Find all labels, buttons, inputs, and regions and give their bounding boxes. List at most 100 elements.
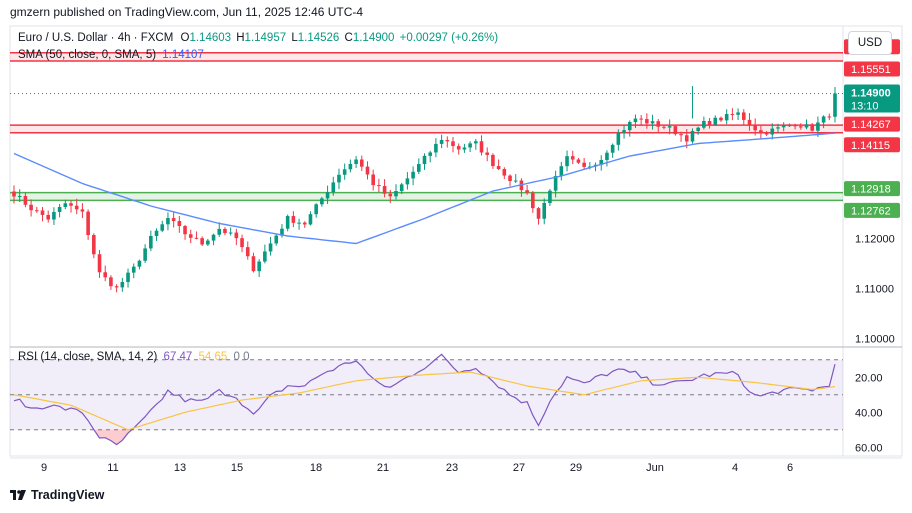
- candle: [713, 115, 718, 127]
- candle-body: [206, 240, 210, 245]
- candle: [827, 113, 832, 121]
- candle: [206, 238, 210, 247]
- candle-body: [559, 166, 564, 176]
- candle: [548, 188, 552, 206]
- candle: [263, 244, 267, 264]
- candle-body: [211, 234, 216, 241]
- candle: [833, 87, 837, 123]
- middle-zone-top-label-box: [844, 116, 900, 132]
- countdown-text: 13:10: [851, 101, 879, 113]
- candle-body: [502, 169, 507, 176]
- candle: [639, 115, 643, 126]
- candle-body: [228, 232, 233, 234]
- candle-body: [80, 209, 85, 212]
- candle-body: [302, 222, 307, 225]
- candle-body: [496, 166, 501, 170]
- candle-body: [160, 224, 165, 231]
- candle: [388, 189, 393, 204]
- candle-body: [422, 155, 427, 165]
- close-label: C: [344, 32, 353, 44]
- currency-button[interactable]: USD: [848, 31, 892, 55]
- candle: [679, 131, 683, 142]
- open-label: O: [180, 32, 190, 44]
- candle: [399, 182, 404, 195]
- candle-body: [268, 243, 273, 252]
- candle: [690, 128, 695, 144]
- candle: [645, 113, 649, 129]
- candle-body: [297, 222, 301, 224]
- sma-line: [13, 132, 836, 245]
- candle: [474, 138, 478, 150]
- candle: [439, 134, 444, 149]
- candle-body: [359, 159, 364, 167]
- candle-body: [462, 147, 467, 150]
- x-tick-label: Jun: [646, 462, 664, 474]
- candle: [576, 157, 581, 164]
- candle-body: [662, 126, 666, 128]
- candle-body: [285, 216, 290, 229]
- published-by: gmzern published on TradingView.com, Jun…: [10, 5, 364, 19]
- candle: [285, 214, 290, 232]
- sma-label: SMA (50, close, 0, SMA, 5): [18, 49, 157, 61]
- x-tick-label: 6: [787, 462, 793, 474]
- candle-body: [724, 114, 729, 121]
- resistance-zone-fill: [10, 52, 843, 61]
- sma-price-label-box: [844, 137, 900, 153]
- candle-body: [126, 272, 130, 283]
- support-bottom-label-box: [844, 202, 900, 218]
- resistance-bottom-label-box: [844, 61, 900, 77]
- candle-body: [833, 93, 837, 117]
- candle-body: [793, 125, 797, 127]
- brand-label: TradingView: [31, 488, 105, 502]
- candle: [337, 168, 341, 190]
- candle: [650, 114, 655, 130]
- candle-body: [308, 214, 313, 225]
- candle: [616, 129, 621, 151]
- candle: [126, 268, 130, 288]
- candle-body: [525, 190, 529, 193]
- candle-body: [542, 202, 547, 219]
- candle-body: [474, 141, 478, 144]
- candle: [382, 179, 387, 198]
- candle: [662, 124, 666, 130]
- candle: [502, 167, 507, 179]
- low-label: L: [291, 32, 298, 44]
- x-tick-label: 18: [310, 462, 322, 474]
- candle-body: [291, 216, 296, 223]
- candle-body: [730, 114, 735, 116]
- candle-body: [183, 226, 187, 235]
- candle-body: [40, 210, 45, 215]
- candle: [622, 125, 626, 139]
- candle-body: [531, 192, 535, 209]
- candle: [308, 211, 313, 226]
- open-value: 1.14603: [189, 32, 232, 44]
- candle-body: [639, 118, 643, 120]
- candle: [257, 259, 261, 277]
- candle-body: [610, 144, 615, 153]
- candle: [565, 150, 569, 172]
- candle: [171, 211, 176, 228]
- candle: [80, 203, 85, 219]
- candle-body: [827, 116, 832, 118]
- axes: 60.00 40.00 20.00 1.12000 1.11000 1.10000 9 11 1…: [10, 234, 902, 474]
- candle-body: [17, 195, 22, 197]
- candle-body: [627, 122, 632, 131]
- candle: [582, 158, 586, 170]
- candle: [627, 120, 632, 137]
- candle: [781, 122, 786, 132]
- candle-body: [86, 211, 90, 236]
- candle: [331, 176, 336, 196]
- candle: [217, 222, 222, 237]
- candle: [570, 150, 575, 165]
- candle: [194, 231, 199, 240]
- candle: [342, 163, 347, 180]
- candle: [468, 141, 472, 153]
- candle: [35, 206, 39, 213]
- candle: [445, 136, 450, 148]
- candle: [422, 153, 427, 170]
- rsi-ma-value: 54.65: [198, 351, 228, 363]
- candle: [394, 184, 398, 200]
- candle: [770, 123, 775, 140]
- candle: [245, 241, 250, 260]
